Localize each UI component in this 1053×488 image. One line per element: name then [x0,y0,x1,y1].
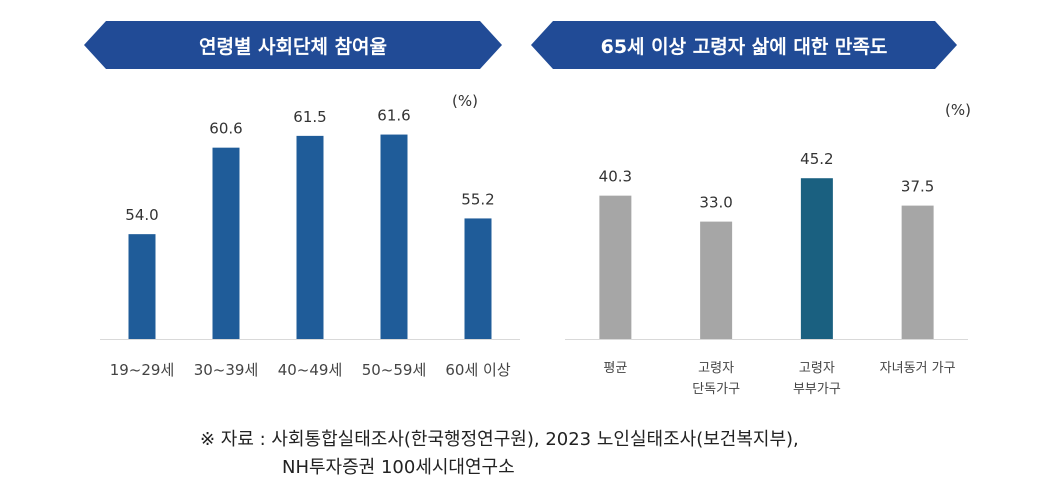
left-chart-title-banner: 연령별 사회단체 참여율 [84,21,502,69]
left-unit-label: (%) [452,92,478,110]
chart0-data-label-3: 61.6 [377,107,410,125]
chart1-category-label-0: 평균 [603,361,627,376]
source-footnote: ※ 자료 : 사회통합실태조사(한국행정연구원), 2023 노인실태조사(보건… [200,426,799,482]
chart0-category-label-2: 40~49세 [278,361,343,379]
right-chart-title: 65세 이상 고령자 삶에 대한 만족도 [600,35,888,58]
chart0-category-label-1: 30~39세 [194,361,259,379]
chart1-bar-2 [800,178,833,339]
chart1-category-label-2-line-1: 부부가구 [793,382,841,397]
chart0-bar-0 [128,234,156,339]
left-chart-title: 연령별 사회단체 참여율 [198,35,388,58]
chart1-bar-3 [901,205,934,339]
chart0-data-label-4: 55.2 [461,190,494,208]
chart1-data-label-0: 40.3 [599,168,632,186]
chart0-data-label-1: 60.6 [209,120,242,138]
chart1-category-label-2-line-0: 고령자 [799,361,835,376]
right-unit-label: (%) [945,101,971,119]
chart1-category-label-1-line-1: 단독가구 [692,382,740,397]
footnote-line-1: ※ 자료 : 사회통합실태조사(한국행정연구원), 2023 노인실태조사(보건… [200,429,799,450]
chart0-bar-2 [296,135,324,339]
chart1-data-label-3: 37.5 [901,178,934,196]
chart1-category-label-3: 자녀동거 가구 [880,361,956,376]
chart0-data-label-2: 61.5 [293,108,326,126]
chart0-category-label-4: 60세 이상 [445,361,510,379]
chart1-bar-0 [599,195,632,339]
right-chart-title-banner: 65세 이상 고령자 삶에 대한 만족도 [531,21,957,69]
chart0-bar-4 [464,218,492,339]
footnote-line-2: NH투자증권 100세시대연구소 [282,457,515,478]
chart1-bar-1 [700,221,733,339]
chart0-category-label-0: 19~29세 [110,361,175,379]
chart1-data-label-2: 45.2 [800,150,833,168]
chart0-bar-1 [212,147,240,339]
chart1-data-label-1: 33.0 [699,194,732,212]
chart1-category-label-1-line-0: 고령자 [698,361,734,376]
chart0-bar-3 [380,134,408,339]
chart0-data-label-0: 54.0 [125,206,158,224]
chart0-category-label-3: 50~59세 [362,361,427,379]
